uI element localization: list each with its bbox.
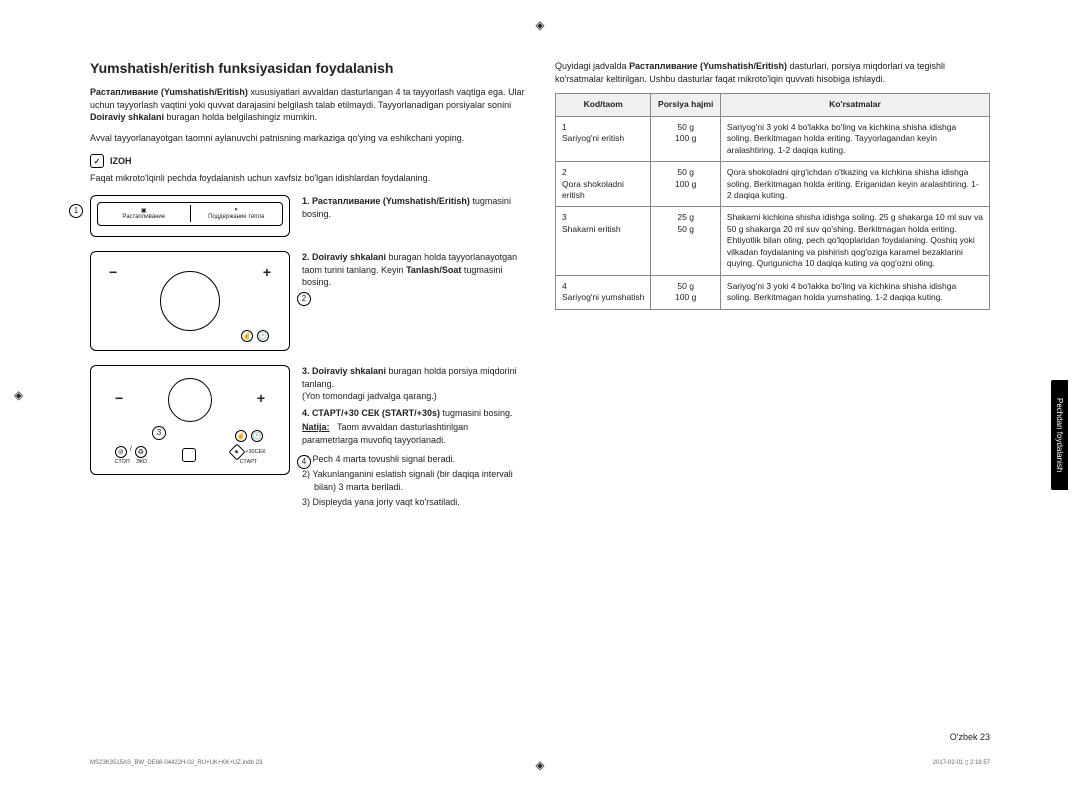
note-icon: ✓ — [90, 154, 104, 168]
step-3-bold: 3. Doiraviy shkalani — [302, 366, 386, 376]
th-instr: Ko'rsatmalar — [720, 94, 989, 116]
cell-portion: 25 g 50 g — [651, 207, 720, 275]
cell-code: 1 Sariyog'ni eritish — [556, 116, 651, 161]
step-3-diagram: − + 3 ☝ 🕐 ⊘/♻ СТОПЭКО — [90, 365, 290, 475]
minus-label: − — [109, 264, 117, 280]
footer-meta-left: MS23K3515AS_BW_DE68-04422H-02_RU+UK+KK+U… — [90, 760, 262, 766]
note-header: ✓ IZOH — [90, 154, 525, 168]
result-item-2: 2) Yakunlanganini eslatish signali (bir … — [302, 468, 525, 493]
button-row: ⊘/♻ СТОПЭКО ▸+30СЕК СТАРТ — [97, 442, 283, 469]
note-label: IZOH — [110, 156, 132, 166]
cell-instr: Shakarni kichkina shisha idishga soling.… — [720, 207, 989, 275]
result-list: 1) Pech 4 marta tovushli signal beradi. … — [302, 453, 525, 509]
dial-icon — [160, 271, 220, 331]
right-intro: Quyidagi jadvalda Растапливание (Yumshat… — [555, 60, 990, 85]
intro-para: Растапливание (Yumshatish/Eritish) xusus… — [90, 86, 525, 124]
step-2-bold: 2. Doiraviy shkalani — [302, 252, 386, 262]
crop-mark-bottom: ◈ — [535, 758, 544, 772]
footer-meta-right: 2017-02-01 ▯ 2:18:57 — [933, 759, 990, 766]
intro-para2: Avval tayyorlanayotgan taomni aylanuvchi… — [90, 132, 525, 145]
disp-right-icon: ⏸ — [235, 207, 238, 213]
minus-label-2: − — [115, 390, 123, 406]
plus-label: + — [263, 264, 271, 280]
th-portion: Porsiya hajmi — [651, 94, 720, 116]
right-column: Quyidagi jadvalda Растапливание (Yumshat… — [555, 60, 990, 526]
blank-button — [182, 448, 196, 462]
step-2-row: − + 2 ☝ 🕐 2. Doiraviy shkalani buragan h… — [90, 251, 525, 351]
cell-instr: Qora shokoladni qirg'ichdan o'tkazing va… — [720, 162, 989, 207]
start-icon: ▸ — [229, 443, 246, 460]
programs-table: Kod/taom Porsiya hajmi Ko'rsatmalar 1 Sa… — [555, 93, 990, 310]
table-row: 4 Sariyog'ni yumshatish50 g 100 gSariyog… — [556, 275, 990, 309]
callout-1: 1 — [69, 204, 83, 218]
step-2-bold2: Tanlash/Soat — [406, 265, 461, 275]
step-3-row: − + 3 ☝ 🕐 ⊘/♻ СТОПЭКО — [90, 365, 525, 512]
result-item-3: 3) Displeyda yana joriy vaqt ko'rsatilad… — [302, 496, 525, 509]
table-body: 1 Sariyog'ni eritish50 g 100 gSariyog'ni… — [556, 116, 990, 309]
table-row: 1 Sariyog'ni eritish50 g 100 gSariyog'ni… — [556, 116, 990, 161]
result-label: Natija: — [302, 422, 330, 432]
disp-right-label: Поддержание тепла — [208, 214, 264, 220]
stop-icon: ⊘ — [115, 446, 127, 458]
step-4-tail: tugmasini bosing. — [440, 408, 513, 418]
cell-code: 3 Shakarni eritish — [556, 207, 651, 275]
result-item-1: 1) Pech 4 marta tovushli signal beradi. — [302, 453, 525, 466]
page: Yumshatish/eritish funksiyasidan foydala… — [0, 0, 1080, 566]
cell-portion: 50 g 100 g — [651, 162, 720, 207]
plus-label-2: + — [257, 390, 265, 406]
step-1-row: 1 ▣Растапливание ⏸Поддержание тепла 1. Р… — [90, 195, 525, 237]
cell-code: 2 Qora shokoladni eritish — [556, 162, 651, 207]
hand-icon: ☝ — [241, 330, 253, 342]
table-row: 2 Qora shokoladni eritish50 g 100 gQora … — [556, 162, 990, 207]
plus30-label: +30СЕК — [245, 449, 265, 455]
cell-instr: Sariyog'ni 3 yoki 4 bo'lakka bo'ling va … — [720, 275, 989, 309]
note-text: Faqat mikroto'lqinli pechda foydalanish … — [90, 172, 525, 185]
step-2-diagram: − + 2 ☝ 🕐 — [90, 251, 290, 351]
side-tab: Pechdan foydalanish — [1051, 380, 1068, 490]
step-1-diagram: 1 ▣Растапливание ⏸Поддержание тепла — [90, 195, 290, 237]
table-header-row: Kod/taom Porsiya hajmi Ko'rsatmalar — [556, 94, 990, 116]
table-row: 3 Shakarni eritish25 g 50 gShakarni kich… — [556, 207, 990, 275]
intro-text2: buragan holda belgilashingiz mumkin. — [164, 112, 317, 122]
clock-icon-2: 🕐 — [251, 430, 263, 442]
clock-icon: 🕐 — [257, 330, 269, 342]
step-4-bold: 4. СТАРТ/+30 СЕК (START/+30s) — [302, 408, 440, 418]
step-3-sub: (Yon tomondagi jadvalga qarang.) — [302, 390, 525, 403]
hand-icon-2: ☝ — [235, 430, 247, 442]
cell-code: 4 Sariyog'ni yumshatish — [556, 275, 651, 309]
disp-left-label: Растапливание — [122, 214, 165, 220]
step-2-text: 2. Doiraviy shkalani buragan holda tayyo… — [302, 251, 525, 289]
callout-4: 4 — [297, 455, 311, 469]
crop-mark-left: ◈ — [14, 388, 23, 402]
steps-area: 1 ▣Растапливание ⏸Поддержание тепла 1. Р… — [90, 195, 525, 512]
right-intro-bold: Растапливание (Yumshatish/Eritish) — [629, 61, 787, 71]
step-3-4-text: 3. Doiraviy shkalani buragan holda porsi… — [302, 365, 525, 512]
page-title: Yumshatish/eritish funksiyasidan foydala… — [90, 60, 525, 76]
intro-bold1: Растапливание (Yumshatish/Eritish) — [90, 87, 248, 97]
callout-3: 3 — [152, 426, 166, 440]
cell-portion: 50 g 100 g — [651, 116, 720, 161]
start-label: СТАРТ — [240, 459, 257, 465]
step-1-bold: 1. Растапливание (Yumshatish/Eritish) — [302, 196, 470, 206]
cell-instr: Sariyog'ni 3 yoki 4 bo'lakka bo'ling va … — [720, 116, 989, 161]
callout-2: 2 — [297, 292, 311, 306]
step-1-text: 1. Растапливание (Yumshatish/Eritish) tu… — [302, 195, 525, 220]
right-intro-1: Quyidagi jadvalda — [555, 61, 629, 71]
stop-label: СТОП — [115, 459, 130, 465]
th-code: Kod/taom — [556, 94, 651, 116]
display-panel: ▣Растапливание ⏸Поддержание тепла — [97, 202, 283, 226]
cell-portion: 50 g 100 g — [651, 275, 720, 309]
intro-bold2: Doiraviy shkalani — [90, 112, 164, 122]
eco-label: ЭКО — [136, 459, 147, 465]
eco-icon: ♻ — [135, 446, 147, 458]
dial-icon-2 — [168, 378, 212, 422]
footer-page: O'zbek 23 — [950, 732, 990, 742]
crop-mark-top: ◈ — [535, 18, 544, 32]
left-column: Yumshatish/eritish funksiyasidan foydala… — [90, 60, 525, 526]
